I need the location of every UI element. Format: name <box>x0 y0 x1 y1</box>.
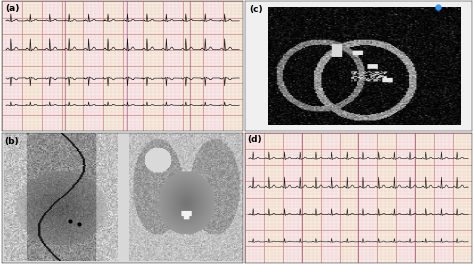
Text: -: - <box>466 239 468 244</box>
Text: -: - <box>466 185 468 190</box>
Text: -: - <box>466 212 468 217</box>
Bar <box>223 1 243 131</box>
Text: (a): (a) <box>5 4 19 13</box>
Bar <box>22 1 43 131</box>
Bar <box>377 133 396 263</box>
Text: (c): (c) <box>250 5 264 14</box>
Text: (b): (b) <box>4 136 19 145</box>
Bar <box>453 133 472 263</box>
Bar <box>302 133 320 263</box>
Bar <box>143 1 163 131</box>
Bar <box>102 1 123 131</box>
Bar <box>63 1 82 131</box>
Text: (d): (d) <box>247 135 262 144</box>
Text: -: - <box>466 156 468 161</box>
Bar <box>339 133 358 263</box>
Bar <box>182 1 203 131</box>
Bar <box>264 133 283 263</box>
Bar <box>415 133 434 263</box>
